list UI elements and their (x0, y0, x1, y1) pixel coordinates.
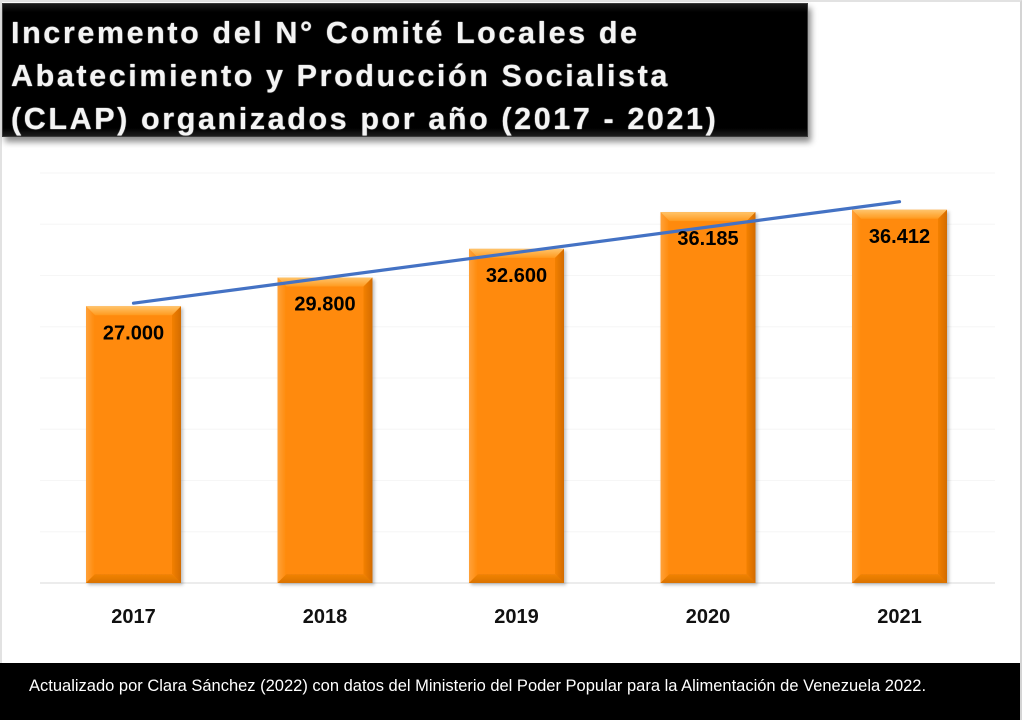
bar-bevel-left (660, 212, 670, 583)
gridlines (40, 172, 995, 584)
x-axis-ticks: 2017 2018 2019 2020 2021 (111, 606, 922, 628)
chart-title-line-3: (CLAP) organizados por año (2017 - 2021) (11, 102, 719, 136)
bar-2018 (277, 277, 373, 583)
bar-bevel-right (746, 212, 756, 583)
x-tick-label: 2020 (686, 606, 731, 628)
bar-body (86, 306, 181, 583)
bar-bevel-bottom (469, 574, 564, 583)
bar-bevel-right (938, 209, 947, 584)
bar-bevel-top (660, 212, 756, 222)
chart-title-line-2: Abatecimiento y Producción Socialista (11, 59, 670, 93)
bars (86, 209, 947, 584)
source-footer: Actualizado por Clara Sánchez (2022) con… (0, 663, 1020, 720)
chart-title-line-1: Incremento del N° Comité Locales de (11, 16, 640, 50)
x-tick-label: 2017 (111, 606, 156, 628)
bar-bevel-left (277, 277, 287, 583)
bar-body (277, 277, 373, 583)
trendline-group (131, 200, 902, 305)
source-note: Actualizado por Clara Sánchez (2022) con… (29, 677, 927, 695)
bar-2017 (86, 306, 181, 583)
bar-bevel-left (852, 209, 861, 584)
bar-body (660, 212, 756, 583)
bar-bevel-top (852, 209, 947, 219)
bar-body (469, 248, 564, 583)
bar-2021 (852, 209, 947, 584)
bar-bevel-right (555, 248, 564, 583)
bar-bevel-bottom (852, 574, 947, 583)
data-label: 29.800 (294, 294, 355, 316)
trendline (131, 200, 902, 305)
bar-bevel-bottom (86, 574, 181, 583)
bar-bevel-right (363, 277, 373, 583)
x-tick-label: 2018 (303, 606, 348, 628)
bar-2020 (660, 212, 756, 583)
data-labels: 27.000 29.800 32.600 36.185 36.412 (103, 226, 930, 344)
data-label: 36.185 (677, 228, 738, 250)
x-tick-label: 2019 (494, 606, 539, 628)
data-label: 32.600 (486, 265, 547, 287)
bar-body (852, 209, 947, 584)
data-label: 27.000 (103, 322, 164, 344)
data-label: 36.412 (869, 226, 930, 248)
bar-bevel-left (86, 306, 95, 583)
bar-bevel-left (469, 248, 478, 583)
bar-2019 (469, 248, 564, 583)
bar-bevel-top (86, 306, 181, 316)
chart-title-box: Incremento del N° Comité Locales de Abat… (2, 3, 808, 137)
bar-bevel-bottom (277, 574, 373, 583)
bar-bevel-bottom (660, 574, 756, 583)
bar-bevel-right (172, 306, 181, 583)
x-tick-label: 2021 (877, 606, 922, 628)
